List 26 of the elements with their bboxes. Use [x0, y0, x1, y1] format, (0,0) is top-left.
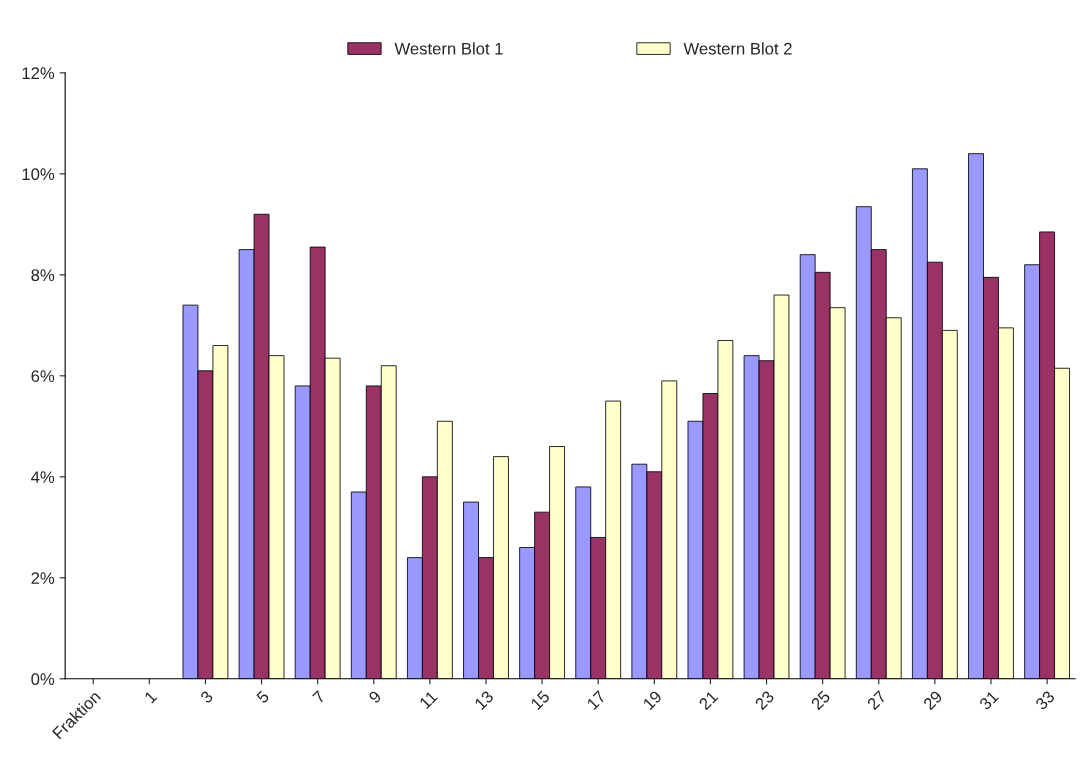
- x-tick-label: 31: [978, 690, 1000, 711]
- x-tick-label: 19: [642, 690, 663, 711]
- x-tick-label: 33: [1034, 690, 1056, 711]
- x-tick-label: 21: [698, 690, 719, 711]
- y-tick-label: 8%: [31, 269, 55, 282]
- x-tick-label: 29: [922, 690, 943, 711]
- x-tick-label: 23: [754, 690, 775, 711]
- y-tick-label: 0%: [31, 673, 55, 685]
- x-tick-label: 11: [418, 690, 438, 710]
- legend-label: Western Blot 1: [394, 42, 503, 55]
- y-tick-label: 12%: [22, 67, 55, 79]
- legend-label: Western Blot 2: [683, 42, 792, 55]
- x-tick-label: 5: [255, 690, 270, 704]
- x-tick-label: 3: [199, 690, 214, 704]
- x-tick-label: 1: [144, 690, 158, 704]
- x-tick-label: 15: [530, 690, 551, 711]
- y-tick-label: 2%: [31, 572, 55, 584]
- x-tick-label: 9: [368, 690, 382, 704]
- y-tick-label: 4%: [31, 471, 55, 483]
- x-tick-label: 27: [866, 690, 887, 711]
- x-tick-label: 7: [312, 690, 326, 704]
- y-tick-label: 10%: [22, 168, 55, 181]
- x-tick-label: 25: [810, 690, 831, 711]
- y-tick-label: 6%: [31, 370, 55, 383]
- x-tick-label: 17: [586, 690, 607, 710]
- x-tick-label: 13: [474, 690, 495, 711]
